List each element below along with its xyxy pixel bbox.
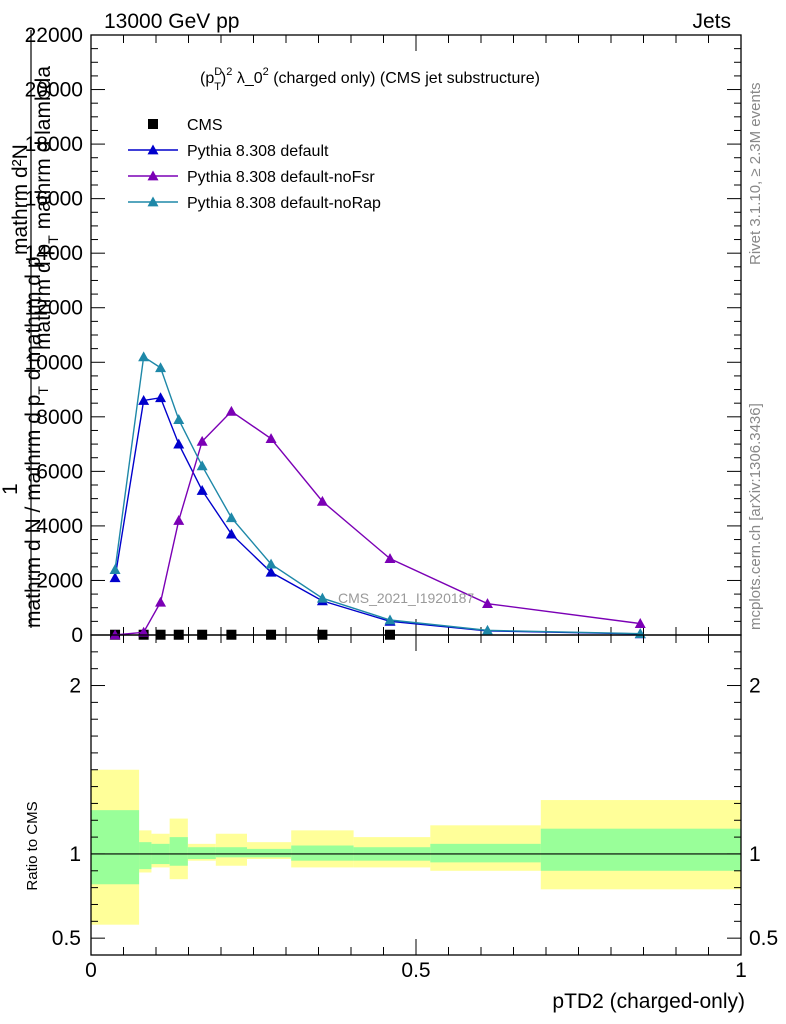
series-3-point: [225, 512, 237, 523]
series-1-point: [109, 572, 121, 583]
x-tick-label: 0: [85, 959, 97, 982]
ylabel-mid: mathrm d pT mathrm d lambda: [32, 66, 61, 350]
header-jets-label: Jets: [692, 10, 731, 33]
main-y-tick-label: 4000: [36, 515, 83, 538]
series-2-point: [482, 598, 493, 609]
series-3-point: [138, 351, 150, 362]
main-y-tick-label: 12000: [25, 297, 83, 320]
ratio-panel: 0 0.5 10.5 0.51 12 2: [52, 634, 778, 982]
series-1-point: [155, 392, 167, 403]
series-3-point: [316, 592, 328, 603]
ratio-inner-band-bin: [91, 810, 140, 885]
main-y-tick-label: 20000: [25, 79, 83, 102]
chart-title: (pD T)2 λ_02 (charged only) (CMS jet subs…: [200, 66, 540, 93]
legend-marker: [147, 144, 159, 155]
ratio-inner-band-bin: [291, 845, 354, 861]
series-2-point: [384, 553, 396, 564]
legend-label: CMS: [187, 117, 223, 134]
series-3-point: [482, 624, 493, 635]
main-y-tick-label: 14000: [25, 242, 83, 265]
title-part-end: (charged only) (CMS jet substructure): [269, 70, 540, 87]
series-1-point: [225, 528, 237, 539]
main-y-tick-label: 2000: [36, 569, 83, 592]
title-part-sub: T: [214, 81, 221, 93]
ratio-inner-band-bin: [247, 848, 292, 858]
legend-marker: [147, 170, 159, 181]
series-1-point: [196, 484, 208, 495]
ratio-inner-band-bin: [187, 847, 216, 859]
series-2-point: [634, 618, 646, 628]
main-y-tick-label: 16000: [25, 188, 83, 211]
header-energy-label: 13000 GeV pp: [104, 10, 239, 33]
title-part-pre: (p: [200, 70, 214, 87]
title-part-sup: D: [214, 66, 222, 78]
series-3-point: [196, 460, 208, 471]
series-2-point: [225, 405, 237, 416]
main-y-tick-label: 8000: [36, 406, 83, 429]
mcplots-label: mcplots.cern.ch [arXiv:1306.3436]: [747, 403, 764, 630]
ratio-y-tick-label-right: 2: [749, 675, 761, 698]
main-y-tick-label: 6000: [36, 460, 83, 483]
title-part-sq1: 2: [226, 66, 232, 78]
series-3-point: [384, 614, 396, 625]
series-2-point: [316, 495, 328, 506]
series-2-point: [265, 433, 277, 444]
series-2-point: [173, 514, 185, 525]
main-y-tick-label: 0: [71, 624, 83, 647]
ratio-y-tick-label-left: 1: [69, 843, 81, 866]
legend-label: Pythia 8.308 default-noRap: [187, 195, 381, 212]
main-y-tick-label: 18000: [25, 133, 83, 156]
ratio-inner-band-bin: [169, 837, 188, 866]
series-1-point: [265, 566, 277, 577]
ratio-y-axis-label: Ratio to CMS: [24, 801, 41, 890]
ratio-inner-band-bin: [215, 847, 247, 858]
ratio-inner-band-bin: [540, 828, 741, 871]
rivet-version-label: Rivet 3.1.10, ≥ 2.3M events: [747, 83, 764, 266]
series-1-point: [173, 438, 185, 449]
ylabel-one: 1: [0, 483, 22, 495]
x-tick-label: 0.5: [401, 959, 430, 982]
series-3-point: [109, 564, 121, 574]
series-1-point: [138, 394, 150, 405]
analysis-watermark: CMS_2021_I1920187: [338, 590, 474, 606]
ratio-plot-frame: [90, 634, 742, 956]
title-part-sq2: 2: [263, 66, 269, 78]
ratio-y-tick-label-left: 2: [69, 675, 81, 698]
series-2-point: [155, 596, 167, 607]
main-y-tick-label: 10000: [25, 351, 83, 374]
series-3-point: [155, 362, 167, 373]
ylabel-bottom: mathrm d N / mathrm d pT d mathrm d p: [22, 256, 51, 628]
ratio-y-tick-label-right: 1: [749, 843, 761, 866]
ratio-inner-band-bin: [139, 842, 152, 870]
series-2-point: [138, 626, 150, 637]
main-y-tick-label: 22000: [25, 24, 83, 47]
ratio-y-tick-label-right: 0.5: [749, 927, 778, 950]
series-2-point: [196, 435, 208, 446]
series-3-point: [173, 414, 185, 424]
legend-label: Pythia 8.308 default-noFsr: [187, 169, 375, 186]
legend-marker-cms: [148, 119, 158, 129]
legend-label: Pythia 8.308 default: [187, 143, 329, 160]
main-y-axis-label: mathrm d²N mathrm d pT mathrm d lambda 1…: [0, 30, 61, 628]
main-panel: 0 2000 4000 6000 8000 10000 12000 14000 16000 180…: [25, 24, 742, 647]
title-part-mid: λ_0: [232, 70, 262, 87]
title-part-post: ): [221, 70, 226, 87]
ratio-inner-band-bin: [430, 843, 541, 863]
legend-marker: [147, 196, 159, 207]
ratio-y-tick-label-left: 0.5: [52, 927, 81, 950]
x-axis-label: pTD2 (charged-only): [552, 990, 745, 1013]
ylabel-top: mathrm d²N: [9, 144, 32, 255]
series-3-point: [265, 558, 277, 569]
x-tick-label: 1: [735, 959, 747, 982]
